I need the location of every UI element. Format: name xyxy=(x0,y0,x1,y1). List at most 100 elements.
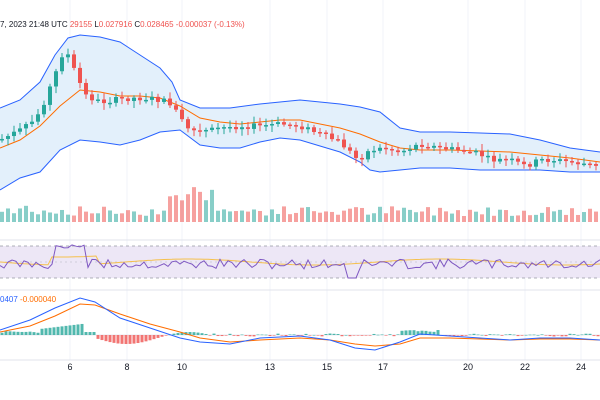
candle-body xyxy=(18,128,22,132)
volume-bar xyxy=(282,206,286,222)
volume-bar xyxy=(450,213,454,222)
macd-histogram-bar xyxy=(140,335,144,343)
volume-bar xyxy=(102,206,106,222)
candle-body xyxy=(564,159,568,162)
macd-histogram-bar xyxy=(564,335,568,337)
candle-body xyxy=(198,130,202,132)
volume-bar xyxy=(30,211,34,222)
volume-bar xyxy=(180,200,184,222)
macd-histogram-bar xyxy=(216,335,220,337)
macd-histogram-bar xyxy=(108,335,112,343)
volume-bar xyxy=(138,214,142,222)
macd-histogram-bar xyxy=(460,335,464,337)
candle-body xyxy=(396,150,400,153)
macd-histogram-bar xyxy=(16,331,20,335)
macd-histogram-bar xyxy=(380,334,384,336)
macd-histogram-bar xyxy=(284,335,288,337)
volume-bar xyxy=(336,214,340,222)
volume-bar xyxy=(234,211,238,222)
macd-histogram-bar xyxy=(260,334,264,336)
volume-bar xyxy=(396,210,400,222)
volume-bar xyxy=(258,210,262,222)
macd-histogram-bar xyxy=(424,330,428,335)
candle-body xyxy=(342,139,346,148)
candle-body xyxy=(78,67,82,83)
candle-body xyxy=(294,125,298,127)
candle-body xyxy=(180,109,184,120)
macd-histogram-bar xyxy=(436,330,440,335)
macd-panel xyxy=(0,297,600,351)
candle-body xyxy=(360,157,364,160)
candle-body xyxy=(498,158,502,162)
macd-histogram-bar xyxy=(388,334,392,335)
macd-histogram-bar xyxy=(4,331,8,335)
x-tick-label: 24 xyxy=(575,362,587,372)
volume-bar xyxy=(270,209,274,222)
macd-histogram-bar xyxy=(404,330,408,335)
candle-body xyxy=(150,96,154,100)
macd-histogram-bar xyxy=(32,332,36,335)
candle-body xyxy=(24,124,28,129)
macd-histogram-bar xyxy=(332,333,336,335)
candle-body xyxy=(324,132,328,135)
volume-bar xyxy=(372,213,376,222)
volume-bar xyxy=(192,187,196,222)
macd-histogram-bar xyxy=(120,335,124,344)
macd-histogram-bar xyxy=(88,332,92,335)
x-tick-label: 17 xyxy=(377,362,389,372)
macd-histogram-bar xyxy=(544,335,548,336)
candle-body xyxy=(282,122,286,125)
header-date: 7, 2023 21:48 UTC xyxy=(0,20,68,29)
candle-body xyxy=(594,164,598,166)
candle-body xyxy=(516,158,520,162)
signal-value: -0.000040 xyxy=(20,295,57,304)
candle-body xyxy=(438,145,442,148)
candle-body xyxy=(450,147,454,150)
macd-histogram-bar xyxy=(384,335,388,336)
candle-body xyxy=(54,71,58,87)
candle-body xyxy=(90,94,94,101)
macd-histogram-bar xyxy=(512,334,516,336)
volume-bar xyxy=(444,211,448,222)
candle-body xyxy=(132,97,136,102)
macd-histogram-bar xyxy=(372,333,376,335)
volume-bar xyxy=(66,214,70,222)
macd-histogram-bar xyxy=(28,331,32,335)
candle-body xyxy=(162,98,166,102)
volume-bar xyxy=(408,209,412,222)
macd-histogram-bar xyxy=(364,335,368,336)
ohlc-header: 7, 2023 21:48 UTC 29155 L0.027916 C0.028… xyxy=(0,20,245,29)
macd-histogram-bar xyxy=(552,335,556,337)
macd-histogram-bar xyxy=(116,335,120,344)
candle-body xyxy=(72,54,76,68)
macd-histogram-bar xyxy=(320,335,324,337)
volume-bar xyxy=(276,213,280,222)
volume-bar xyxy=(12,213,16,222)
volume-bar xyxy=(168,196,172,222)
macd-histogram-bar xyxy=(316,335,320,336)
macd-histogram-bar xyxy=(324,334,328,335)
macd-histogram-bar xyxy=(208,335,212,336)
volume-bar xyxy=(120,213,124,222)
volume-bar xyxy=(324,211,328,222)
macd-histogram-bar xyxy=(456,335,460,336)
x-tick-label: 20 xyxy=(462,362,474,372)
macd-histogram-bar xyxy=(348,335,352,337)
header-close-label: C xyxy=(134,20,141,29)
candle-body xyxy=(240,127,244,130)
volume-bar xyxy=(564,214,568,222)
volume-bar xyxy=(312,211,316,222)
candle-body xyxy=(456,147,460,150)
macd-histogram-bar xyxy=(292,334,296,336)
macd-histogram-bar xyxy=(472,333,476,335)
volume-bar xyxy=(108,210,112,222)
macd-histogram-bar xyxy=(132,335,136,344)
macd-histogram-bar xyxy=(188,332,192,335)
candle-body xyxy=(216,127,220,130)
macd-histogram-bar xyxy=(264,334,268,336)
volume-bar xyxy=(36,214,40,222)
macd-histogram-bar xyxy=(352,335,356,336)
macd-histogram-bar xyxy=(400,330,404,335)
macd-histogram-bar xyxy=(80,323,84,335)
volume-bar xyxy=(6,208,10,222)
